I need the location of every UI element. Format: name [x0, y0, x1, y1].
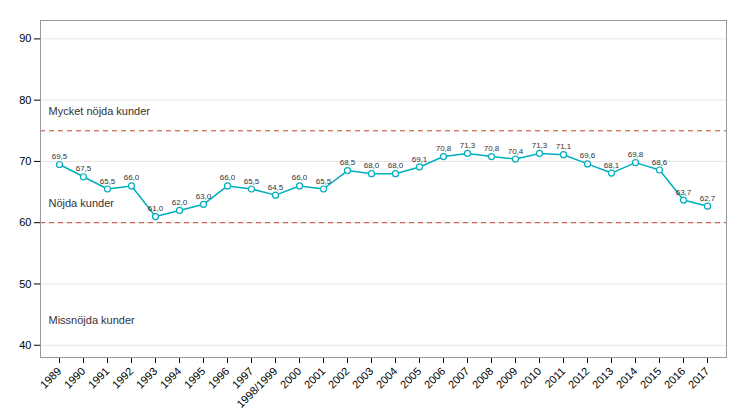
svg-text:2008: 2008 — [470, 365, 496, 391]
svg-text:70,8: 70,8 — [436, 144, 452, 153]
svg-text:1990: 1990 — [62, 365, 88, 391]
svg-text:68,1: 68,1 — [604, 161, 620, 170]
svg-text:65,5: 65,5 — [316, 177, 332, 186]
svg-text:1997: 1997 — [229, 364, 256, 391]
svg-text:2009: 2009 — [494, 365, 520, 391]
svg-text:2014: 2014 — [614, 365, 640, 391]
svg-text:2001: 2001 — [302, 365, 328, 391]
svg-text:68,0: 68,0 — [388, 161, 404, 170]
svg-text:70,4: 70,4 — [508, 147, 524, 156]
svg-text:60: 60 — [19, 216, 31, 228]
svg-text:Nöjda kunder: Nöjda kunder — [49, 197, 115, 209]
svg-text:1991: 1991 — [86, 365, 112, 391]
svg-text:71,3: 71,3 — [532, 141, 548, 150]
svg-text:1996: 1996 — [206, 365, 232, 391]
svg-text:66,0: 66,0 — [292, 173, 308, 182]
svg-text:69,6: 69,6 — [580, 151, 596, 160]
svg-text:Missnöjda kunder: Missnöjda kunder — [49, 314, 136, 326]
svg-text:2013: 2013 — [590, 365, 616, 391]
svg-text:71,1: 71,1 — [556, 142, 572, 151]
svg-text:2000: 2000 — [278, 365, 304, 391]
svg-text:1992: 1992 — [110, 365, 136, 391]
svg-text:40: 40 — [19, 339, 31, 351]
svg-text:2016: 2016 — [662, 365, 688, 391]
svg-text:2004: 2004 — [374, 365, 400, 391]
svg-text:2002: 2002 — [326, 365, 352, 391]
svg-text:2011: 2011 — [542, 365, 567, 390]
svg-text:66,0: 66,0 — [124, 173, 140, 182]
svg-text:65,5: 65,5 — [244, 177, 260, 186]
svg-text:1998/1999: 1998/1999 — [234, 365, 279, 410]
svg-text:70: 70 — [19, 155, 31, 167]
svg-text:68,6: 68,6 — [652, 158, 668, 167]
svg-text:2003: 2003 — [350, 365, 376, 391]
svg-text:62,0: 62,0 — [172, 198, 188, 207]
svg-text:2012: 2012 — [566, 365, 592, 391]
svg-text:69,8: 69,8 — [628, 150, 644, 159]
svg-text:61,0: 61,0 — [148, 204, 164, 213]
svg-text:2017: 2017 — [686, 365, 712, 391]
svg-text:80: 80 — [19, 94, 31, 106]
svg-text:50: 50 — [19, 277, 31, 289]
svg-text:62,7: 62,7 — [700, 194, 716, 203]
svg-text:67,5: 67,5 — [76, 164, 92, 173]
svg-text:68,5: 68,5 — [340, 158, 356, 167]
svg-text:68,0: 68,0 — [364, 161, 380, 170]
svg-text:71,3: 71,3 — [460, 141, 476, 150]
svg-text:90: 90 — [19, 32, 31, 44]
svg-text:63,0: 63,0 — [196, 192, 212, 201]
svg-text:69,5: 69,5 — [52, 152, 68, 161]
svg-text:1989: 1989 — [38, 365, 64, 391]
svg-text:63,7: 63,7 — [676, 188, 692, 197]
svg-text:2005: 2005 — [398, 365, 424, 391]
svg-text:2015: 2015 — [638, 365, 664, 391]
svg-text:65,5: 65,5 — [100, 177, 116, 186]
svg-text:Mycket nöjda kunder: Mycket nöjda kunder — [49, 105, 151, 117]
svg-text:1995: 1995 — [182, 365, 208, 391]
svg-text:66,0: 66,0 — [220, 173, 236, 182]
svg-text:1993: 1993 — [134, 365, 160, 391]
svg-text:2006: 2006 — [422, 365, 448, 391]
svg-text:64,5: 64,5 — [268, 183, 284, 192]
svg-text:1994: 1994 — [158, 365, 184, 391]
svg-text:2010: 2010 — [518, 365, 544, 391]
svg-text:70,8: 70,8 — [484, 144, 500, 153]
svg-text:2007: 2007 — [446, 365, 472, 391]
svg-text:69,1: 69,1 — [412, 155, 428, 164]
